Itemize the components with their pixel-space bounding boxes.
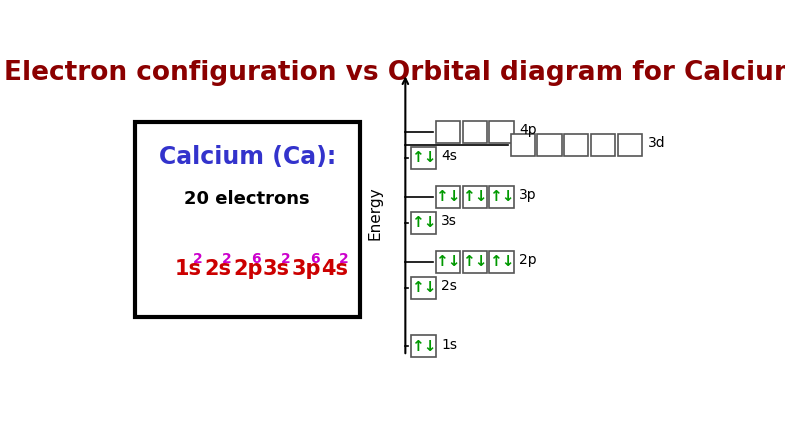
Bar <box>489 186 513 208</box>
Text: ↑↓: ↑↓ <box>411 280 436 295</box>
Text: 3s: 3s <box>262 259 290 279</box>
Text: ↑↓: ↑↓ <box>489 189 514 204</box>
Text: 4s: 4s <box>441 149 457 163</box>
Text: 2: 2 <box>193 252 203 266</box>
Text: ↑↓: ↑↓ <box>462 189 487 204</box>
Text: 4p: 4p <box>519 123 537 137</box>
Text: ↑↓: ↑↓ <box>411 150 436 165</box>
Text: 2: 2 <box>281 252 290 266</box>
Bar <box>462 121 487 143</box>
Bar <box>411 147 436 169</box>
Bar <box>591 134 615 156</box>
Bar <box>489 251 513 273</box>
Text: 3s: 3s <box>441 214 457 228</box>
Bar <box>436 121 460 143</box>
Bar <box>411 335 436 357</box>
Text: 6: 6 <box>310 252 319 266</box>
Text: 1s: 1s <box>175 259 202 279</box>
Bar <box>135 122 360 317</box>
Text: 2: 2 <box>339 252 349 266</box>
Text: 4s: 4s <box>321 259 348 279</box>
Bar <box>462 251 487 273</box>
Bar <box>411 212 436 234</box>
Bar <box>538 134 562 156</box>
Bar <box>462 186 487 208</box>
Text: 3p: 3p <box>291 259 321 279</box>
Text: ↑↓: ↑↓ <box>462 254 487 269</box>
Bar <box>618 134 642 156</box>
Text: Calcium (Ca):: Calcium (Ca): <box>159 145 336 169</box>
Text: 2p: 2p <box>519 253 537 267</box>
Bar <box>411 277 436 299</box>
Bar <box>436 251 460 273</box>
Text: 2p: 2p <box>233 259 263 279</box>
Bar <box>564 134 589 156</box>
Text: 2s: 2s <box>204 259 231 279</box>
Bar <box>510 134 535 156</box>
Text: ↑↓: ↑↓ <box>411 215 436 230</box>
Text: 2s: 2s <box>441 279 457 293</box>
Text: Electron configuration vs Orbital diagram for Calcium: Electron configuration vs Orbital diagra… <box>4 60 785 87</box>
Text: 3d: 3d <box>648 136 665 150</box>
Text: ↑↓: ↑↓ <box>411 339 436 354</box>
Bar <box>489 121 513 143</box>
Text: 20 electrons: 20 electrons <box>184 190 310 208</box>
Text: ↑↓: ↑↓ <box>435 254 461 269</box>
Bar <box>436 186 460 208</box>
Text: Energy: Energy <box>367 186 382 240</box>
Text: 6: 6 <box>251 252 261 266</box>
Text: 1s: 1s <box>441 338 457 352</box>
Text: 2: 2 <box>222 252 232 266</box>
Text: ↑↓: ↑↓ <box>489 254 514 269</box>
Text: ↑↓: ↑↓ <box>435 189 461 204</box>
Text: 3p: 3p <box>519 188 537 202</box>
